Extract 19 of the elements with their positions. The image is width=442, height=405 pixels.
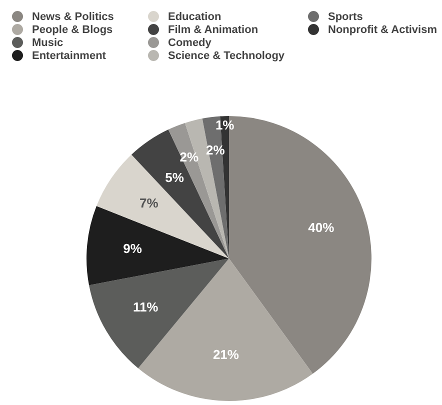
data-label: 9% — [123, 240, 142, 256]
legend-label: News & Politics — [32, 10, 114, 22]
legend-label: Music — [32, 36, 64, 48]
legend-label: Film & Animation — [168, 24, 258, 36]
data-label: 2% — [206, 142, 226, 158]
legend-label: People & Blogs — [32, 24, 113, 36]
data-label: 2% — [180, 149, 199, 164]
legend-label: Education — [168, 10, 222, 22]
legend-label: Comedy — [168, 36, 212, 48]
data-label: 21% — [212, 346, 240, 362]
data-label: 1% — [215, 118, 235, 133]
data-label: 7% — [139, 196, 159, 211]
legend-label: Nonprofit & Activism — [328, 24, 437, 36]
legend-label: Science & Technology — [168, 50, 285, 62]
data-label: 5% — [165, 170, 184, 185]
data-label: 11% — [132, 299, 159, 314]
legend-label: Entertainment — [32, 50, 106, 62]
legend-label: Sports — [328, 10, 363, 22]
data-label: 40% — [308, 220, 335, 236]
